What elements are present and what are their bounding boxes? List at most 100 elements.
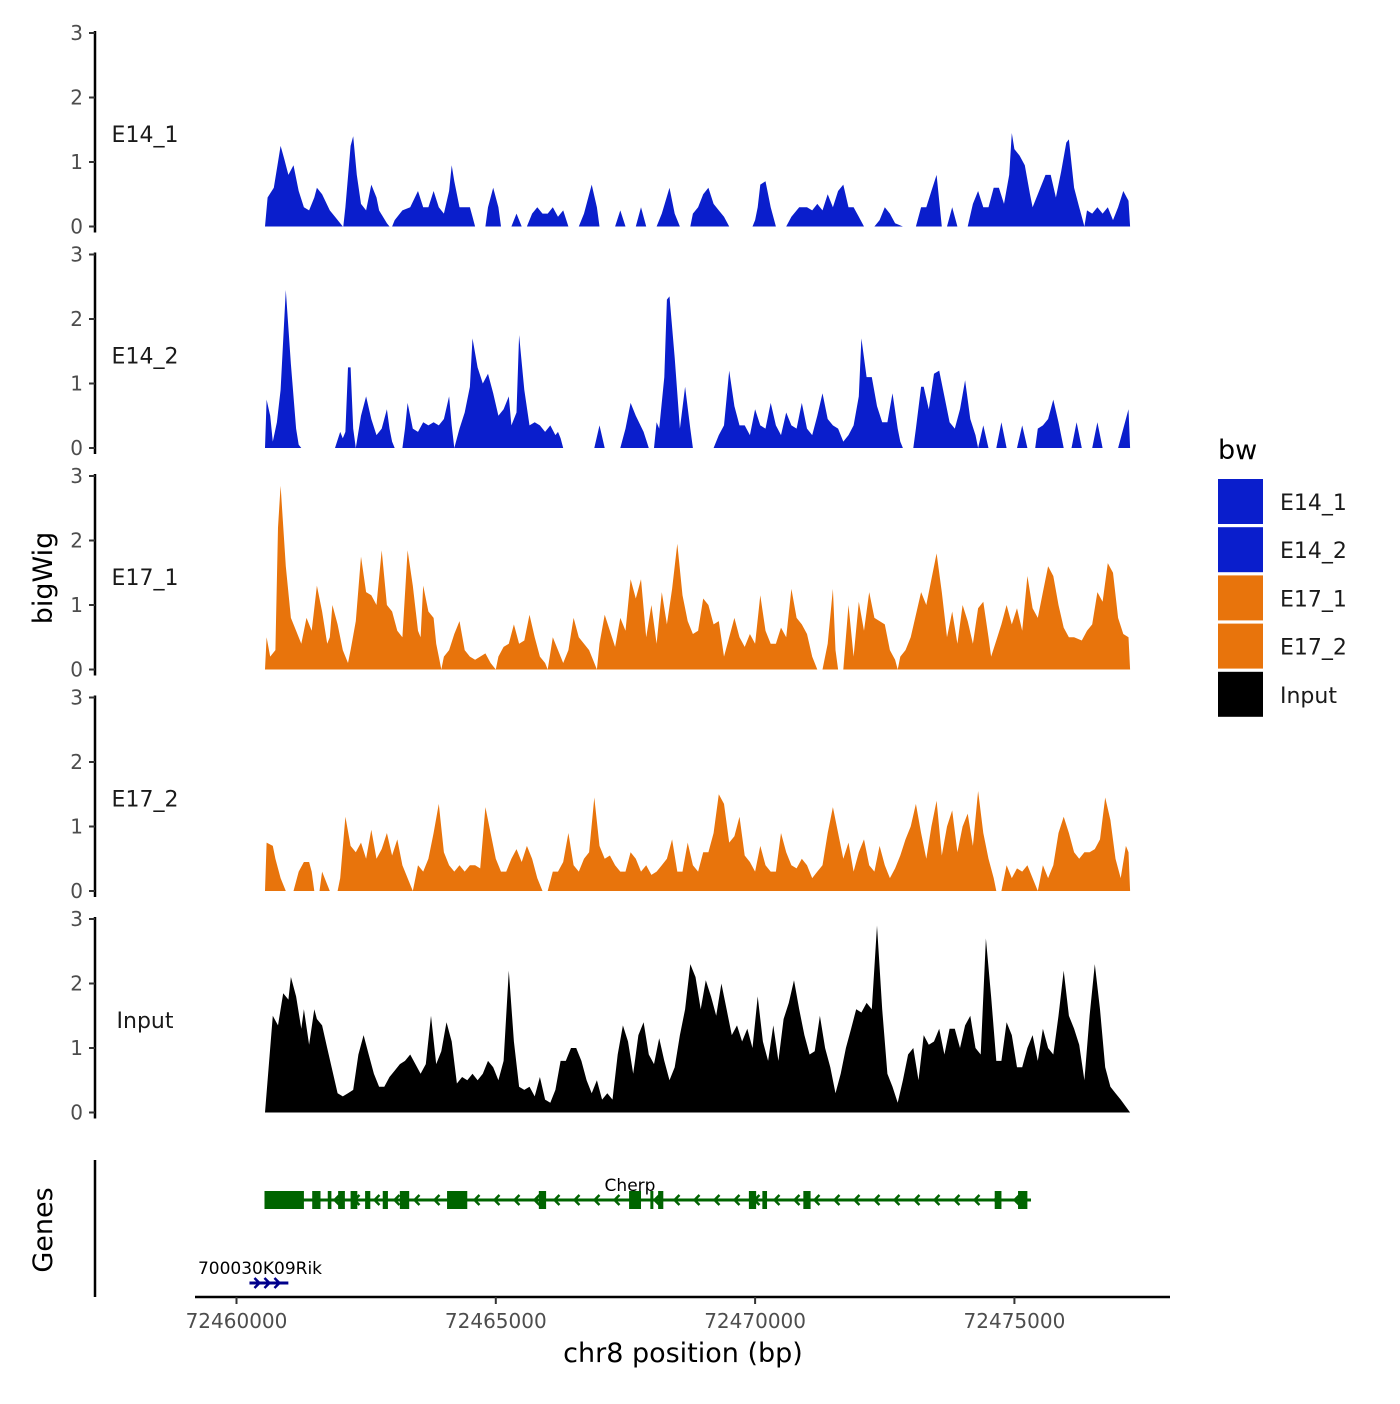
legend-label: E14_1 <box>1280 491 1347 516</box>
y-tick-label: 0 <box>70 215 83 239</box>
exon <box>1018 1191 1028 1209</box>
y-tick-label: 2 <box>70 750 83 774</box>
y-tick-label: 3 <box>70 243 83 267</box>
strand-arrow <box>672 1194 681 1206</box>
gene-1700030k09rik: 700030K09Rik <box>198 1259 322 1289</box>
legend-label: E17_1 <box>1280 587 1347 612</box>
exon <box>994 1191 1002 1209</box>
gene-label: 700030K09Rik <box>198 1259 322 1279</box>
strand-arrow <box>772 1194 781 1206</box>
x-tick-label: 72460000 <box>186 1309 288 1333</box>
legend-swatch <box>1218 575 1263 621</box>
legend-title: bw <box>1218 435 1257 466</box>
track-e17_2: 0 1 2 3 E17_2 <box>70 686 1131 903</box>
y-tick-label: 3 <box>70 686 83 710</box>
y-tick-label: 1 <box>70 372 83 396</box>
y-tick-label: 2 <box>70 972 83 996</box>
gene-label: Cherp <box>605 1176 656 1196</box>
strand-arrow <box>392 1194 401 1206</box>
legend-swatch <box>1218 623 1263 669</box>
exon <box>538 1191 547 1209</box>
strand-arrow <box>712 1194 721 1206</box>
gene-cherp: Cherp <box>264 1176 1032 1209</box>
strand-arrow <box>472 1194 481 1206</box>
gene-models: Cherp 700030K09Rik <box>198 1176 1032 1289</box>
track-label: E17_2 <box>112 788 179 813</box>
legend-label: E17_2 <box>1280 636 1347 661</box>
strand-arrow <box>1012 1194 1021 1206</box>
strand-arrow <box>372 1194 381 1206</box>
strand-arrow <box>432 1194 441 1206</box>
legend-item-e14_2: E14_2 <box>1218 527 1347 573</box>
gene-track: Cherp 700030K09Rik <box>93 1160 1032 1297</box>
legend-item-input: Input <box>1218 671 1337 717</box>
exon <box>382 1191 388 1209</box>
y-tick-label: 1 <box>70 593 83 617</box>
legend-label: Input <box>1280 684 1337 709</box>
strand-arrow <box>612 1194 621 1206</box>
y-tick-label: 2 <box>70 529 83 553</box>
strand-arrow <box>912 1194 921 1206</box>
strand-arrow <box>732 1194 741 1206</box>
legend-swatch <box>1218 671 1263 717</box>
exon <box>748 1191 757 1209</box>
track-label: E14_2 <box>112 345 179 370</box>
y-tick-label: 0 <box>70 436 83 460</box>
exon <box>264 1191 304 1209</box>
strand-arrow <box>492 1194 501 1206</box>
strand-arrow <box>692 1194 701 1206</box>
x-tick-label: 72470000 <box>704 1309 806 1333</box>
strand-arrow <box>832 1194 841 1206</box>
bigwig-tracks: 0 1 2 3 E14_1 0 1 2 3 E14_2 0 1 2 3 E17_1 0 1 2 3 E17_2 0 1 2 3… <box>70 21 1131 1125</box>
y-tick-label: 1 <box>70 150 83 174</box>
y-tick-label: 1 <box>70 815 83 839</box>
strand-arrow <box>592 1194 601 1206</box>
track-input: 0 1 2 3 Input <box>70 907 1131 1125</box>
y-tick-label: 3 <box>70 907 83 931</box>
strand-arrow <box>253 1277 262 1289</box>
y-axis-title-bigwig: bigWig <box>28 532 59 625</box>
exon <box>338 1191 345 1209</box>
strand-arrow <box>872 1194 881 1206</box>
y-tick-label: 0 <box>70 658 83 682</box>
exon <box>447 1191 468 1209</box>
y-tick-label: 1 <box>70 1036 83 1060</box>
track-label: E17_1 <box>112 566 179 591</box>
strand-arrow <box>852 1194 861 1206</box>
x-axis: 72460000 72465000 72470000 72475000 <box>186 1295 1170 1333</box>
strand-arrow <box>972 1194 981 1206</box>
strand-arrow <box>792 1194 801 1206</box>
track-area-e17_1 <box>265 485 1131 670</box>
exon <box>365 1191 371 1209</box>
track-area-e17_2 <box>265 791 1131 891</box>
exon <box>327 1191 332 1209</box>
track-e14_1: 0 1 2 3 E14_1 <box>70 21 1131 239</box>
strand-arrow <box>332 1194 341 1206</box>
legend-item-e17_1: E17_1 <box>1218 575 1347 621</box>
y-axis-title-genes: Genes <box>28 1187 59 1272</box>
strand-arrow <box>412 1194 421 1206</box>
exon <box>762 1191 768 1209</box>
strand-arrow <box>273 1277 282 1289</box>
strand-arrow <box>263 1277 272 1289</box>
exon <box>350 1191 358 1209</box>
legend-swatch <box>1218 527 1263 573</box>
strand-arrow <box>512 1194 521 1206</box>
strand-arrow <box>892 1194 901 1206</box>
legend: bw E14_1 E14_2 E17_1 E17_2 Input <box>1218 435 1347 717</box>
exon <box>312 1191 321 1209</box>
strand-arrow <box>952 1194 961 1206</box>
exon <box>803 1191 811 1209</box>
strand-arrow <box>652 1194 661 1206</box>
track-area-input <box>265 925 1131 1113</box>
strand-arrow <box>532 1194 541 1206</box>
y-tick-label: 2 <box>70 86 83 110</box>
legend-label: E14_2 <box>1280 539 1347 564</box>
exon <box>399 1191 410 1209</box>
y-tick-label: 0 <box>70 1101 83 1125</box>
x-tick-label: 72465000 <box>445 1309 547 1333</box>
strand-arrow <box>572 1194 581 1206</box>
exon <box>629 1191 642 1209</box>
